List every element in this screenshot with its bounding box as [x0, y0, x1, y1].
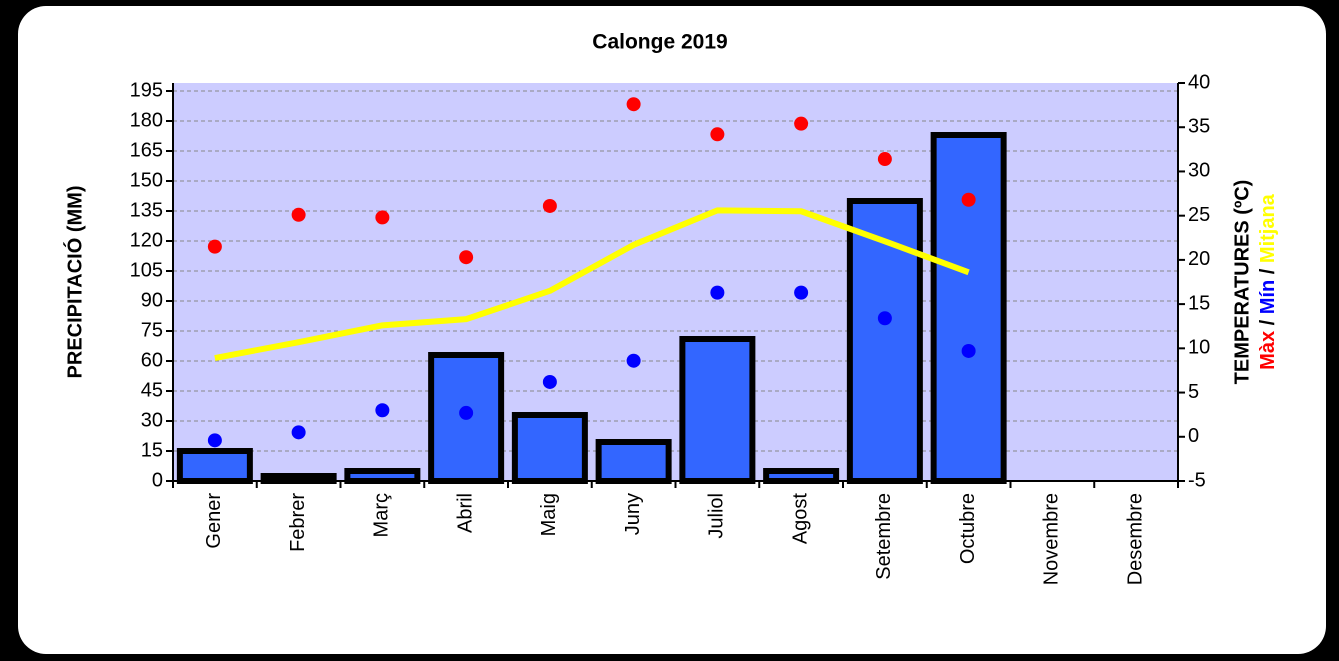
- y2-tick-label: 5: [1188, 381, 1199, 403]
- bar: [511, 412, 588, 484]
- x-tick-label: Setembre: [873, 493, 895, 580]
- bar: [679, 336, 756, 484]
- legend-entry: Mín: [1257, 280, 1279, 314]
- y2-tick-label: 20: [1188, 248, 1210, 270]
- point: [877, 152, 892, 167]
- x-tick-label: Novembre: [1041, 493, 1063, 585]
- point: [459, 405, 474, 420]
- y-axis-label: PRECIPITACIÓ (MM): [62, 186, 86, 379]
- chart-title: Calonge 2019: [592, 31, 727, 54]
- y2-tick-label: 35: [1188, 116, 1210, 138]
- x-tick-label: Octubre: [957, 493, 979, 564]
- y-tick-label: 45: [141, 379, 163, 401]
- bar: [260, 473, 337, 484]
- separator: /: [1257, 319, 1279, 325]
- y2-tick-label: 0: [1188, 425, 1199, 447]
- legend-entry: Mitjana: [1257, 193, 1279, 263]
- point: [375, 210, 390, 225]
- y-tick-label: 180: [130, 109, 163, 131]
- point: [626, 353, 641, 368]
- point: [542, 198, 557, 213]
- point: [207, 239, 222, 254]
- y2-tick-label: -5: [1188, 469, 1206, 491]
- y-tick-label: 0: [152, 469, 163, 491]
- y-tick-label: 75: [141, 319, 163, 341]
- point: [626, 97, 641, 112]
- x-tick-label: Abril: [454, 493, 476, 533]
- y2-tick-label: 10: [1188, 337, 1210, 359]
- y-tick-label: 195: [130, 79, 163, 101]
- point: [291, 425, 306, 440]
- x-tick-label: Agost: [789, 493, 811, 545]
- y2-tick-label: 25: [1188, 204, 1210, 226]
- point: [794, 285, 809, 300]
- point: [961, 343, 976, 358]
- x-tick-label: Juny: [622, 493, 644, 535]
- x-tick-label: Maig: [538, 493, 560, 536]
- point: [459, 250, 474, 265]
- x-tick-label: Gener: [203, 493, 225, 549]
- y2-tick-label: 15: [1188, 292, 1210, 314]
- y-tick-label: 165: [130, 139, 163, 161]
- separator: /: [1257, 268, 1279, 274]
- y2-axis-series-label: Màx / Mín / Mitjana: [1257, 193, 1279, 369]
- y-tick-label: 105: [130, 259, 163, 281]
- y-tick-label: 90: [141, 289, 163, 311]
- point: [794, 116, 809, 131]
- point: [291, 207, 306, 222]
- legend-entry: Màx: [1257, 331, 1279, 370]
- y-tick-label: 30: [141, 409, 163, 431]
- bar: [930, 132, 1007, 484]
- y-tick-label: 15: [141, 439, 163, 461]
- y2-axis-label: TEMPERATURES (ºC): [1231, 180, 1253, 385]
- point: [877, 311, 892, 326]
- bar: [763, 468, 840, 484]
- bar: [344, 468, 421, 484]
- point: [375, 403, 390, 418]
- point: [961, 192, 976, 207]
- y-tick-label: 150: [130, 169, 163, 191]
- y2-tick-label: 30: [1188, 160, 1210, 182]
- point: [710, 285, 725, 300]
- point: [710, 127, 725, 142]
- point: [207, 433, 222, 448]
- x-tick-label: Febrer: [287, 493, 309, 552]
- line: [214, 207, 970, 362]
- y-tick-label: 60: [141, 349, 163, 371]
- point: [542, 374, 557, 389]
- plot-area: [173, 83, 1178, 481]
- y-tick-label: 135: [130, 199, 163, 221]
- y-tick-label: 120: [130, 229, 163, 251]
- y2-tick-label: 40: [1188, 71, 1210, 93]
- x-tick-label: Desembre: [1124, 493, 1146, 585]
- bar: [176, 448, 253, 484]
- bar: [595, 439, 672, 484]
- x-tick-label: Març: [371, 493, 393, 537]
- x-tick-label: Juliol: [706, 493, 728, 539]
